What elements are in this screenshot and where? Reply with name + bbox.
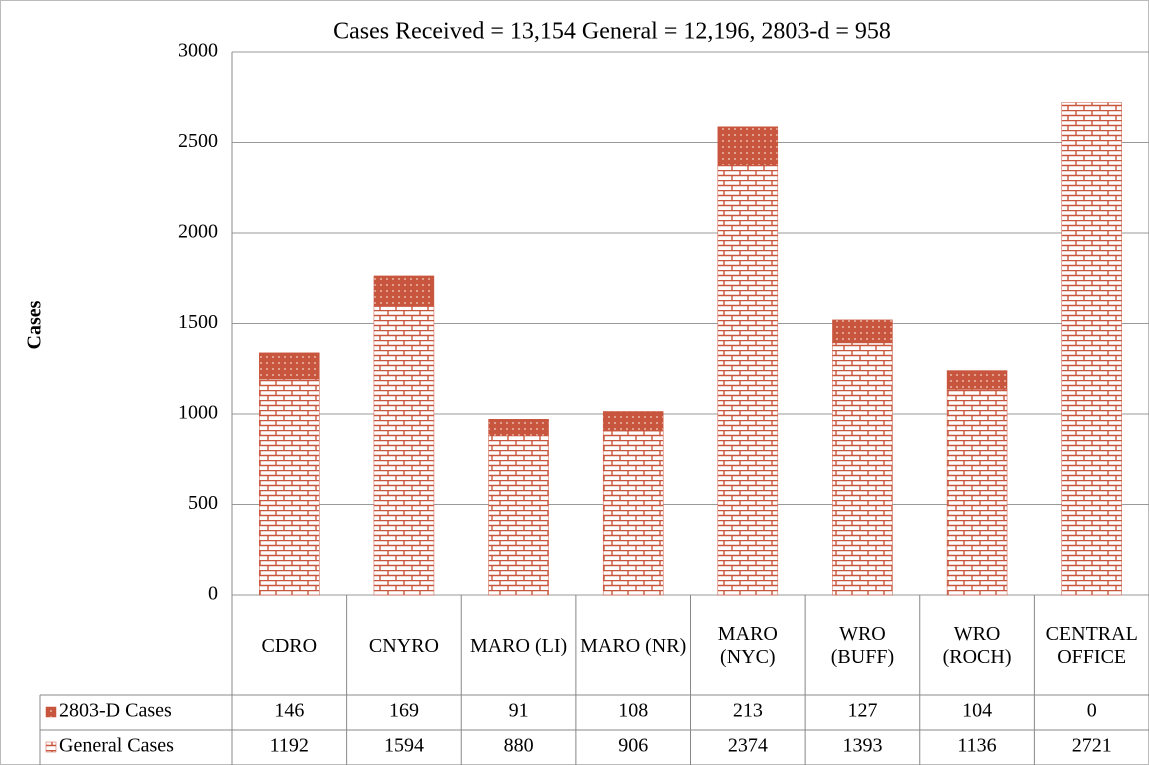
- table-value: 213: [733, 700, 763, 722]
- bar-segment: [832, 342, 893, 596]
- bar-segment: [946, 389, 1008, 596]
- table-value: 91: [509, 700, 529, 722]
- y-axis-label: Cases: [24, 300, 46, 349]
- bar-segment: [488, 435, 549, 596]
- bar-segment: [602, 411, 664, 432]
- bar-segment: [373, 306, 435, 596]
- table-value: 1192: [270, 735, 309, 757]
- table-value: 0: [1087, 700, 1097, 722]
- bar-segment: [373, 275, 435, 307]
- category-label: MARO (NYC): [717, 623, 778, 668]
- bar-segment: [259, 378, 320, 596]
- bar-segment: [1061, 102, 1122, 596]
- category-label: CENTRAL OFFICE: [1045, 623, 1138, 668]
- legend-label: 2803-D Cases: [59, 700, 172, 722]
- table-value: 169: [389, 700, 419, 722]
- table-value: 104: [962, 700, 992, 722]
- legend-label: General Cases: [59, 735, 174, 757]
- table-value: 1594: [384, 735, 424, 757]
- legend-marker: [45, 741, 57, 753]
- table-value: 2374: [728, 735, 768, 757]
- y-tick-label: 2500: [178, 130, 218, 152]
- category-label: WRO (ROCH): [942, 623, 1012, 668]
- y-tick-label: 1000: [178, 402, 218, 424]
- category-label: CNYRO: [368, 634, 439, 657]
- chart-title: Cases Received = 13,154 General = 12,196…: [333, 19, 891, 45]
- bar-segment: [259, 352, 320, 380]
- table-value: 1136: [957, 735, 996, 757]
- legend-marker: [45, 706, 57, 718]
- table-value: 2721: [1072, 735, 1112, 757]
- table-value: 127: [847, 700, 877, 722]
- table-value: 906: [618, 735, 648, 757]
- y-tick-label: 2000: [178, 221, 218, 243]
- y-tick-label: 0: [208, 583, 218, 605]
- y-tick-label: 500: [188, 492, 218, 514]
- table-value: 1393: [842, 735, 882, 757]
- table-value: 108: [618, 700, 648, 722]
- bar-segment: [488, 418, 549, 436]
- y-tick-label: 1500: [178, 311, 218, 333]
- y-tick-label: 3000: [178, 40, 218, 62]
- bar-segment: [602, 430, 664, 596]
- category-label: MARO (LI): [469, 634, 568, 657]
- category-label: WRO (BUFF): [830, 623, 895, 668]
- category-label: MARO (NR): [580, 634, 687, 657]
- table-value: 880: [504, 735, 534, 757]
- category-label: CDRO: [261, 634, 318, 657]
- bar-segment: [717, 165, 779, 596]
- bar-segment: [717, 126, 779, 166]
- table-value: 146: [274, 700, 304, 722]
- bar-segment: [946, 370, 1008, 390]
- bar-segment: [832, 319, 893, 344]
